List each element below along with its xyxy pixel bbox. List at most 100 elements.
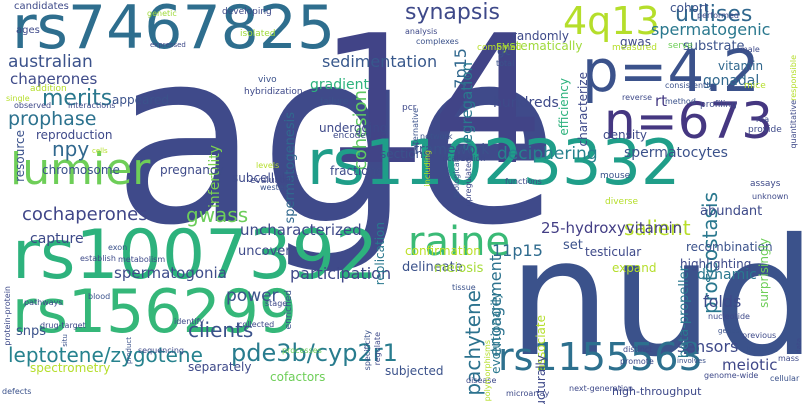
word-cochaperones: cochaperones [22,204,148,225]
word-isolated: isolated [240,29,276,39]
word-framework: framework [414,142,490,158]
word-addition: addition [30,84,67,94]
word-density: density [603,128,647,142]
word-efficiency: efficiency [557,78,571,136]
word-capture: capture [30,231,84,247]
word-synapsis: synapsis [405,0,500,25]
word-undergoing: undergoing [319,121,388,135]
word-highlighting: highlighting [680,257,752,271]
word-systematically: systematically [496,39,583,53]
word-unknown: unknown [752,192,789,201]
word-stage: stage [265,299,288,308]
word-consistently: consistently [665,81,714,90]
word-uncharacterized: uncharacterized [240,221,362,239]
word-power: power [226,286,279,306]
word-meiosis: meiosis [434,261,484,276]
word-beta-propeller: beta-propeller [677,266,692,359]
word-quantitative: quantitative [789,100,798,149]
word-exon: exon [108,243,128,252]
word-microarray: microarray [506,389,550,398]
word-developing: developing [222,7,272,17]
word-meiotic: meiotic [722,356,778,374]
word-specificity: specificity [363,330,372,371]
word-prophase: prophase [8,108,97,130]
word-spermatogenic: spermatogenic [651,20,771,39]
word-male: male [740,45,760,54]
word-uncover: uncover [238,244,291,259]
word-delineate: delineate [402,260,463,275]
word-sequencing: sequencing [138,346,184,355]
word-functions: functions [505,177,542,186]
word-blood: blood [88,292,111,301]
word-single: single [6,94,30,103]
word-protein-protein: protein-protein [3,286,12,346]
word-confirmation: confirmation [405,244,481,258]
word-separately: separately [188,360,252,374]
word-metabolism: metabolism [118,255,166,264]
word-tissue: tissue [452,283,476,292]
word-profiling: profiling [700,100,737,110]
word-defects: defects [2,387,32,396]
word-identify: identify [174,317,205,326]
word-replication: replication [373,222,387,286]
word-polymorphisms: polymorphisms [483,340,492,402]
word-encoded: encoded [333,131,372,141]
word-western: western [260,183,292,192]
word-vivo: vivo [258,75,277,85]
word-spermatogenesis: spermatogenesis [283,112,298,224]
word-npy: npy [52,137,90,161]
word-mass: mass [778,354,800,363]
word-25-hydroxyvitamin: 25-hydroxyvitamin [541,219,683,237]
word-gonadal: gonadal [703,73,760,89]
word-rs156299: rs156299 [12,277,297,347]
word-salient: salient [624,216,691,240]
word-network: network [420,132,453,141]
word-leptotene-zygotene: leptotene/zygotene [8,343,203,367]
word-pathways: pathways [24,298,63,307]
word-14: 14 [318,0,545,204]
word-rs1007392: rs1007392 [12,216,379,295]
word-localization: localization [440,154,486,163]
word-ages: ages [16,25,40,36]
word-gc: gc [497,44,512,58]
word-abundant: abundant [700,204,763,219]
word-candidates: candidates [14,1,69,12]
word-responsible: responsible [789,55,798,101]
word-data: data [795,338,803,354]
word-cells: cells [92,147,108,155]
word-randomly: randomly [512,29,569,43]
word-promote: promote [620,357,654,366]
word-folds: folds [703,292,742,311]
word-mouse: mouse [600,171,631,181]
word-diverse: diverse [605,197,639,207]
word-measured: measured [612,43,657,53]
word-drug-target: drug-target [40,321,86,330]
word-spermatocytes: spermatocytes [624,145,728,161]
word-rs7467825: rs7467825 [12,0,336,63]
word-pregnancy: pregnancy [160,163,224,177]
word-genome-wide: genome-wide [704,371,759,380]
word-utilises: utilises [675,2,753,27]
word-vitamin: vitamin [718,59,764,73]
word-nucleotide: nucleotide [708,312,750,321]
word-segregation: segregation [458,62,476,152]
word-total: total [496,59,515,68]
word-biological: biological [452,160,461,199]
word-genes: genes [718,327,740,335]
word-sensors: sensors [677,337,739,356]
word-dynamic: dynamic [697,267,757,283]
word-evaluate: evaluate [250,176,290,186]
word-spectrometry: spectrometry [30,361,111,375]
word-rna: rna [756,115,770,124]
word-upregulated: upregulated [464,158,473,207]
word-high-throughput: high-throughput [612,385,702,398]
word-appeared: appeared [112,93,169,107]
word-regulate: regulate [373,332,382,366]
word-pde3b-cyp2r1: pde3b/cyp2r1 [231,339,398,367]
word-enriched: enriched [284,290,294,330]
word-humans: humans [746,345,779,354]
word-provide: provide [748,125,782,135]
word-11p15: 11p15 [492,241,543,260]
word-p-4-2: p=4.2 [582,37,760,105]
word-gwass: gwass [186,203,249,227]
